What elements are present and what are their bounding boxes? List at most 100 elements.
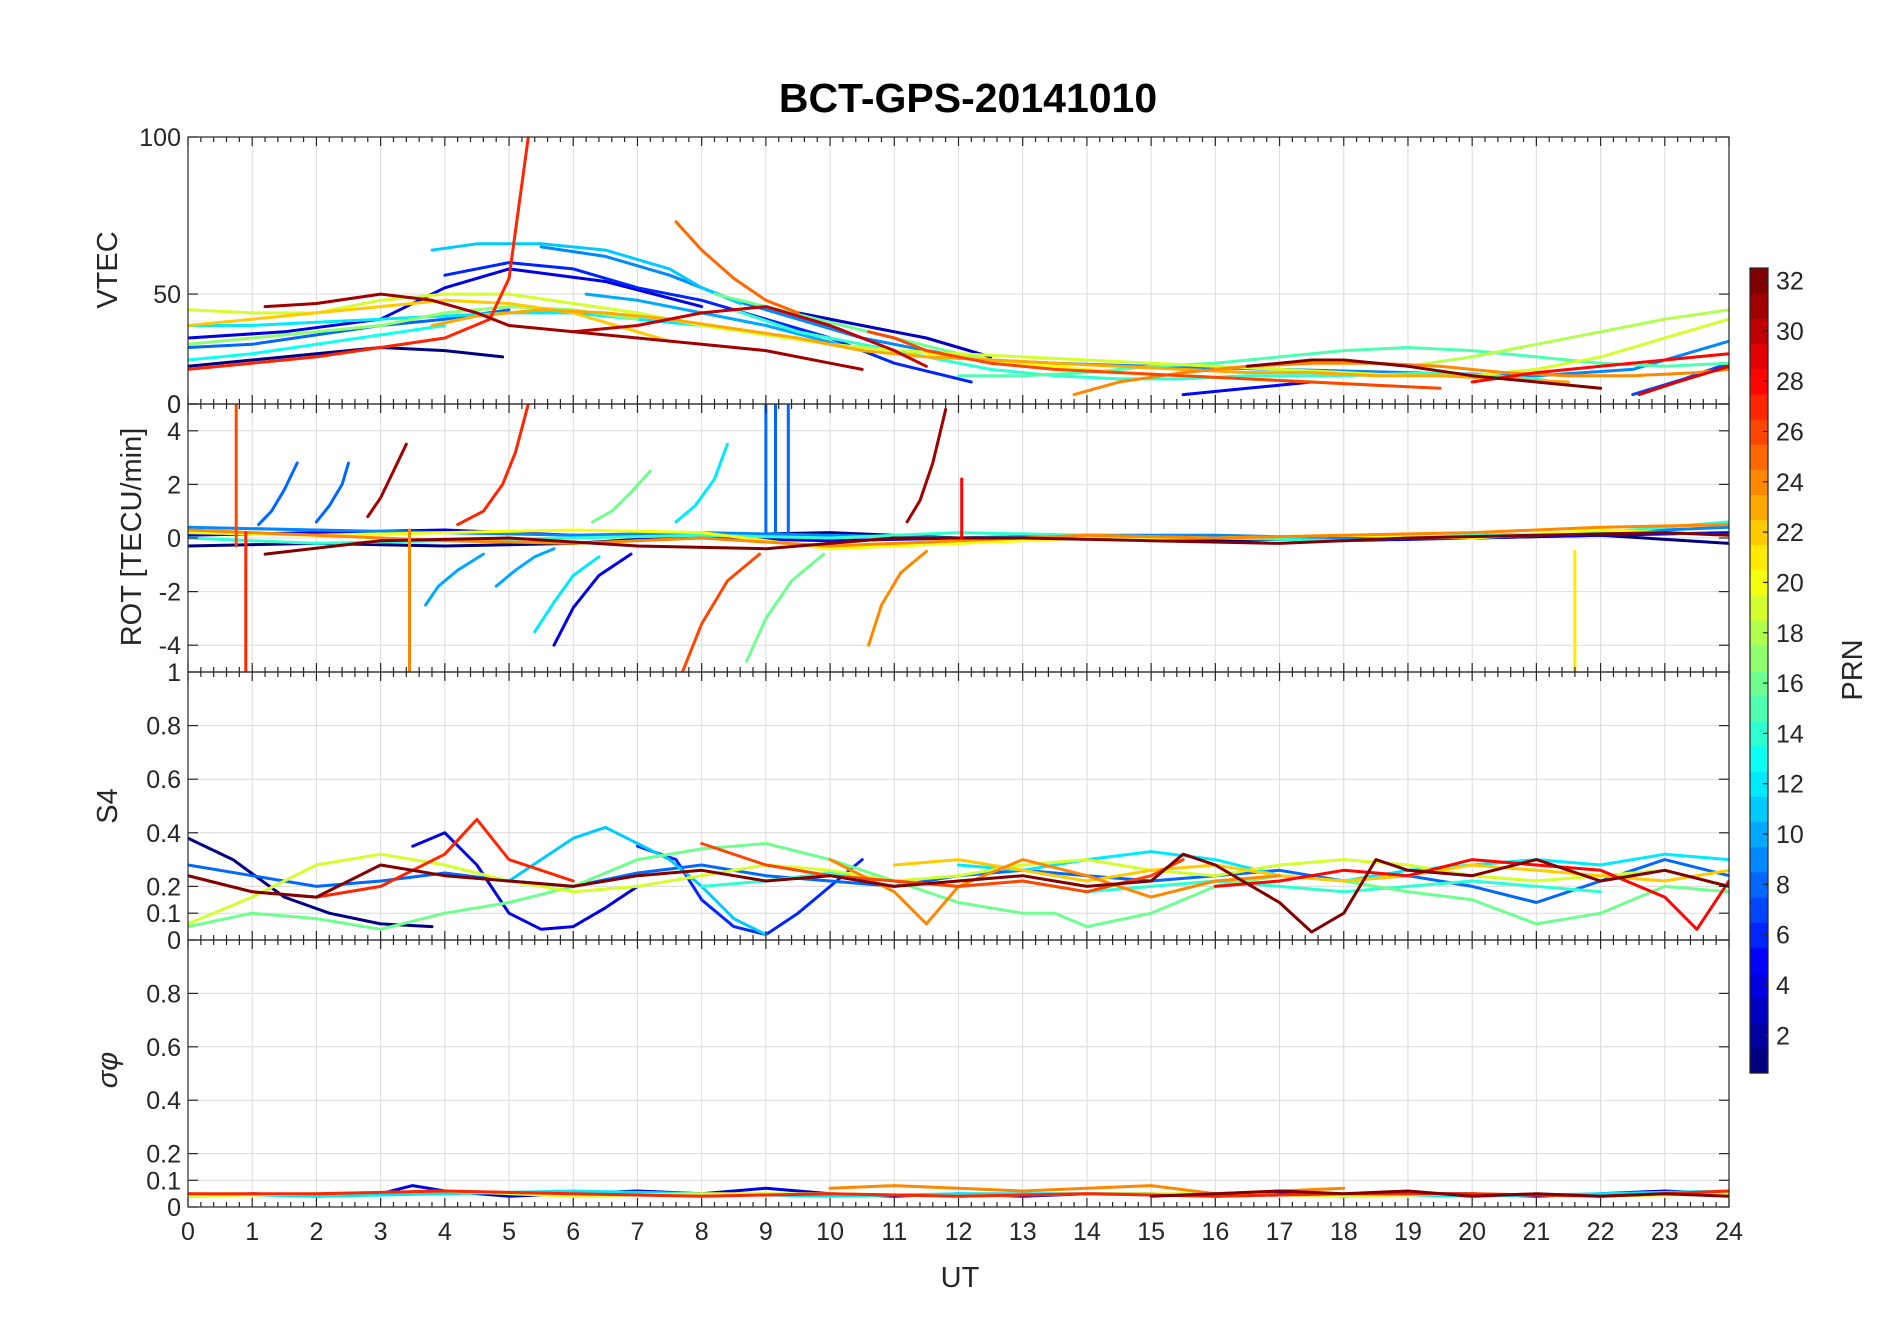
colorbar-segment xyxy=(1750,418,1768,445)
s4-grid xyxy=(187,672,1730,941)
sigma-series-prn-27 xyxy=(188,1189,1729,1198)
s4-panel: S4 00.10.2 0.4 0.6 0.8 xyxy=(92,671,1730,955)
colorbar-segment xyxy=(1750,494,1768,521)
vtec-series-prn-23 xyxy=(430,308,1570,384)
colorbar-segment xyxy=(1750,846,1768,873)
colorbar-tick-label: 24 xyxy=(1776,469,1804,497)
sigma-series-prn-32 xyxy=(1149,1189,1729,1198)
colorbar-segment xyxy=(1750,318,1768,345)
rot-series-prn-8 xyxy=(257,461,299,527)
x-tick-label: 13 xyxy=(1009,1218,1037,1246)
vtec-series-prn-14 xyxy=(732,308,1570,387)
x-tick-label: 14 xyxy=(1073,1218,1101,1246)
x-tick-label: 12 xyxy=(945,1218,973,1246)
vtec-series-prn-18 xyxy=(1406,308,1729,368)
s4-ylabel: S4 xyxy=(92,788,124,823)
colorbar-segment xyxy=(1750,393,1768,420)
vtec-series-prn-3 xyxy=(796,311,993,359)
s4-series-prn-14 xyxy=(700,871,1603,894)
vtec-series-prn-27 xyxy=(188,137,530,371)
x-tick-label: 20 xyxy=(1458,1218,1486,1246)
sigma-ytick-label: 0.6 xyxy=(146,1034,181,1062)
sigma-panel: σφ 00.10.2 0.4 0.6 0.8 xyxy=(92,939,1730,1222)
x-tick-label: 22 xyxy=(1587,1218,1615,1246)
vtec-series-prn-11 xyxy=(430,242,742,305)
colorbar-segment xyxy=(1750,444,1768,470)
colorbar-segment xyxy=(1750,745,1768,772)
colorbar-frame xyxy=(1749,267,1769,1074)
vtec-series-prn-6 xyxy=(443,261,973,384)
rot-series-prn-32 xyxy=(263,531,1729,556)
sigma-ytick-label: 0.8 xyxy=(146,980,181,1008)
vtec-series-prn-28 xyxy=(1470,352,1729,384)
colorbar-segment xyxy=(1750,771,1768,797)
vtec-series-prn-25 xyxy=(674,220,800,315)
sigma-ytick-label: 0 xyxy=(167,1194,181,1222)
s4-series xyxy=(188,817,1729,937)
x-tick-label: 2 xyxy=(309,1218,323,1246)
s4-series-prn-4 xyxy=(411,831,639,931)
x-tick-label: 3 xyxy=(374,1218,388,1246)
x-tick-label: 10 xyxy=(816,1218,844,1246)
colorbar-segment xyxy=(1750,519,1768,546)
colorbar-segment xyxy=(1750,1022,1768,1049)
vtec-panel: VTEC 0 50 100 xyxy=(92,124,1730,419)
vtec-series-prn-8 xyxy=(188,308,511,349)
x-tick-label: 24 xyxy=(1715,1218,1743,1246)
rot-series xyxy=(188,404,1729,672)
sigma-ytick-label: 0.1 xyxy=(146,1167,181,1195)
colorbar-segment xyxy=(1750,1047,1768,1074)
vtec-series-prn-16 xyxy=(713,292,1025,368)
s4-ytick-label: 0.6 xyxy=(146,766,181,794)
vtec-ylabel: VTEC xyxy=(92,231,124,308)
x-tick-label: 21 xyxy=(1522,1218,1550,1246)
colorbar-segment xyxy=(1750,922,1768,948)
colorbar-tick-label: 32 xyxy=(1776,268,1804,296)
colorbar-segment xyxy=(1750,670,1768,697)
rot-series-prn-16 xyxy=(591,469,652,524)
colorbar-segment xyxy=(1750,645,1768,672)
rot-ytick-label: 0 xyxy=(167,525,181,553)
colorbar-segment xyxy=(1750,796,1768,823)
colorbar-segment xyxy=(1750,469,1768,496)
colorbar-tick-label: 20 xyxy=(1776,569,1804,597)
s4-series-prn-26 xyxy=(700,842,1185,894)
x-tick-label: 1 xyxy=(245,1218,259,1246)
sigma-ylabel: σφ xyxy=(92,1052,124,1088)
x-tick-label: 6 xyxy=(566,1218,580,1246)
sigma-series xyxy=(188,1184,1729,1198)
colorbar-segment xyxy=(1750,997,1768,1024)
vtec-ytick-label: 0 xyxy=(167,391,181,419)
vtec-series-prn-13 xyxy=(188,324,447,362)
vtec-ytick-label: 100 xyxy=(139,124,181,152)
colorbar-segment xyxy=(1750,595,1768,621)
colorbar-tick-label: 18 xyxy=(1776,620,1804,648)
vtec-series-prn-31 xyxy=(263,292,864,371)
colorbar-segment xyxy=(1750,720,1768,747)
s4-series-prn-1 xyxy=(188,836,434,929)
vtec-ytick-label: 50 xyxy=(153,281,181,309)
x-tick-label: 11 xyxy=(881,1218,907,1246)
colorbar-tick-label: 26 xyxy=(1776,419,1804,447)
s4-ytick-label: 0.1 xyxy=(146,900,181,928)
colorbar-tick-label: 30 xyxy=(1776,318,1804,346)
colorbar-segment xyxy=(1750,544,1768,571)
vtec-series-prn-4 xyxy=(188,267,704,340)
chart-title: BCT-GPS-20141010 xyxy=(779,75,1157,121)
colorbar-tick-label: 4 xyxy=(1776,972,1790,1000)
s4-series-prn-11 xyxy=(507,825,768,937)
x-tick-label: 5 xyxy=(502,1218,516,1246)
rot-ytick-label: 0 xyxy=(167,391,181,419)
vtec-series-prn-5 xyxy=(1181,380,1314,397)
vtec-series-prn-7 xyxy=(1631,361,1729,397)
x-tick-label: 16 xyxy=(1201,1218,1229,1246)
colorbar-segment xyxy=(1750,293,1768,319)
rot-series-prn-10 xyxy=(494,547,556,588)
colorbar-segment xyxy=(1750,871,1768,898)
rot-series-prn-27 xyxy=(456,404,530,527)
rot-series-prn-16 xyxy=(745,552,826,663)
colorbar-tick-label: 28 xyxy=(1776,368,1804,396)
colorbar-tick-label: 14 xyxy=(1776,720,1804,748)
